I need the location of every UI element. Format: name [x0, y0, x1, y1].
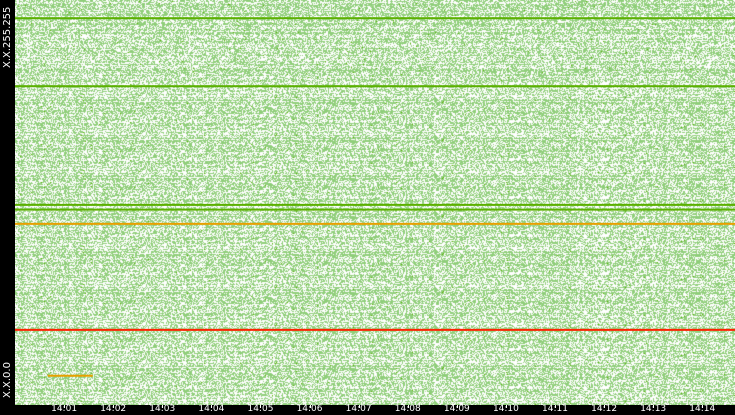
x-tick: [456, 405, 458, 408]
x-tick-label: 14:08: [394, 404, 421, 414]
x-tick: [653, 405, 655, 408]
x-tick-label: 14:03: [149, 404, 176, 414]
y-axis: X.X.255.255 X.X.0.0: [0, 0, 15, 405]
x-tick: [505, 405, 507, 408]
heatmap-cells: [15, 0, 735, 405]
x-tick: [358, 405, 360, 408]
x-tick-label: 14:12: [591, 404, 618, 414]
highlighted-row: [15, 208, 735, 211]
x-axis: 14:01 14:02 14:03 14:04 14:05 14:06 14:07 14:08…: [0, 404, 735, 415]
x-tick: [555, 405, 556, 408]
x-tick-label: 14:14: [689, 404, 716, 414]
plot-area: [15, 0, 735, 405]
highlighted-row: [15, 328, 735, 331]
highlighted-rows: [15, 17, 735, 377]
x-tick-label: 14:04: [198, 404, 225, 414]
highlighted-row: [15, 85, 735, 88]
x-tick: [162, 405, 164, 408]
x-tick: [309, 405, 311, 408]
x-tick: [604, 405, 606, 408]
highlighted-row: [15, 17, 735, 20]
x-tick-label: 14:01: [51, 404, 78, 414]
x-tick: [211, 405, 213, 408]
x-tick-label: 14:13: [640, 404, 667, 414]
x-tick-label: 14:10: [492, 404, 519, 414]
x-tick-label: 14:07: [345, 404, 372, 414]
x-tick: [260, 405, 262, 408]
highlighted-row: [15, 203, 735, 206]
y-label-top-text: X.X.255.255: [2, 6, 13, 68]
x-tick-label: 14:05: [247, 404, 274, 414]
highlighted-row: [15, 222, 735, 225]
x-tick: [407, 405, 409, 408]
x-tick: [113, 405, 115, 408]
x-tick-label: 14:09: [443, 404, 470, 414]
x-tick-label: 14:06: [296, 404, 323, 414]
x-tick: [702, 405, 704, 408]
x-tick-label: 14:02: [100, 404, 127, 414]
y-label-bottom-text: X.X.0.0: [2, 362, 13, 398]
x-tick-label: 14:11: [542, 404, 568, 414]
x-tick: [64, 405, 66, 408]
highlighted-row: [47, 374, 93, 377]
